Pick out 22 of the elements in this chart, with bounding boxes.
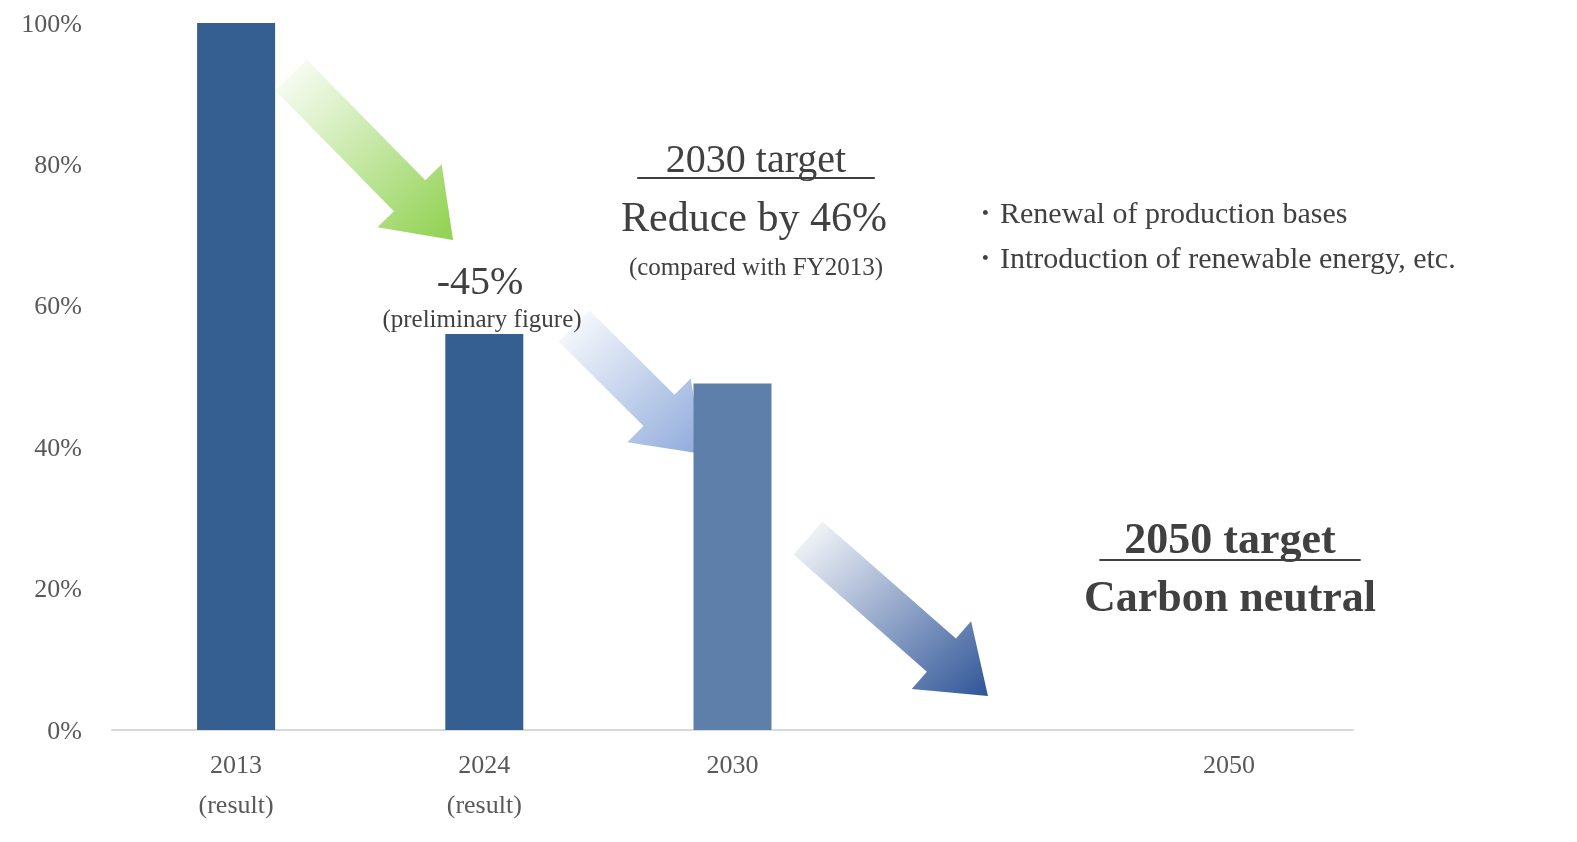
annotation: 2050 target (1124, 513, 1337, 563)
bar (445, 334, 524, 730)
x-tick-label: 2013 (result) (198, 749, 274, 819)
bar (197, 23, 276, 730)
annotation: -45% (436, 257, 524, 303)
x-tick-label: 2024 (result) (446, 749, 522, 819)
annotation: ・Renewal of production bases (970, 195, 1348, 229)
x-tick-label: 2030 (706, 749, 759, 779)
annotation: ・Introduction of renewable energy, etc. (970, 240, 1456, 274)
y-tick-label: 20% (34, 574, 82, 604)
annotation: (preliminary figure) (382, 304, 582, 333)
annotation: Carbon neutral (1083, 571, 1377, 621)
bar (693, 383, 772, 730)
annotation: (compared with FY2013) (628, 252, 884, 281)
y-tick-label: 40% (34, 432, 82, 462)
y-tick-label: 60% (34, 291, 82, 321)
x-tick-label: 2050 (1202, 749, 1255, 779)
annotation: Reduce by 46% (621, 194, 887, 240)
annotation: 2030 target (665, 135, 847, 181)
y-tick-label: 100% (21, 8, 82, 38)
y-tick-label: 0% (47, 715, 82, 745)
y-tick-label: 80% (34, 149, 82, 179)
